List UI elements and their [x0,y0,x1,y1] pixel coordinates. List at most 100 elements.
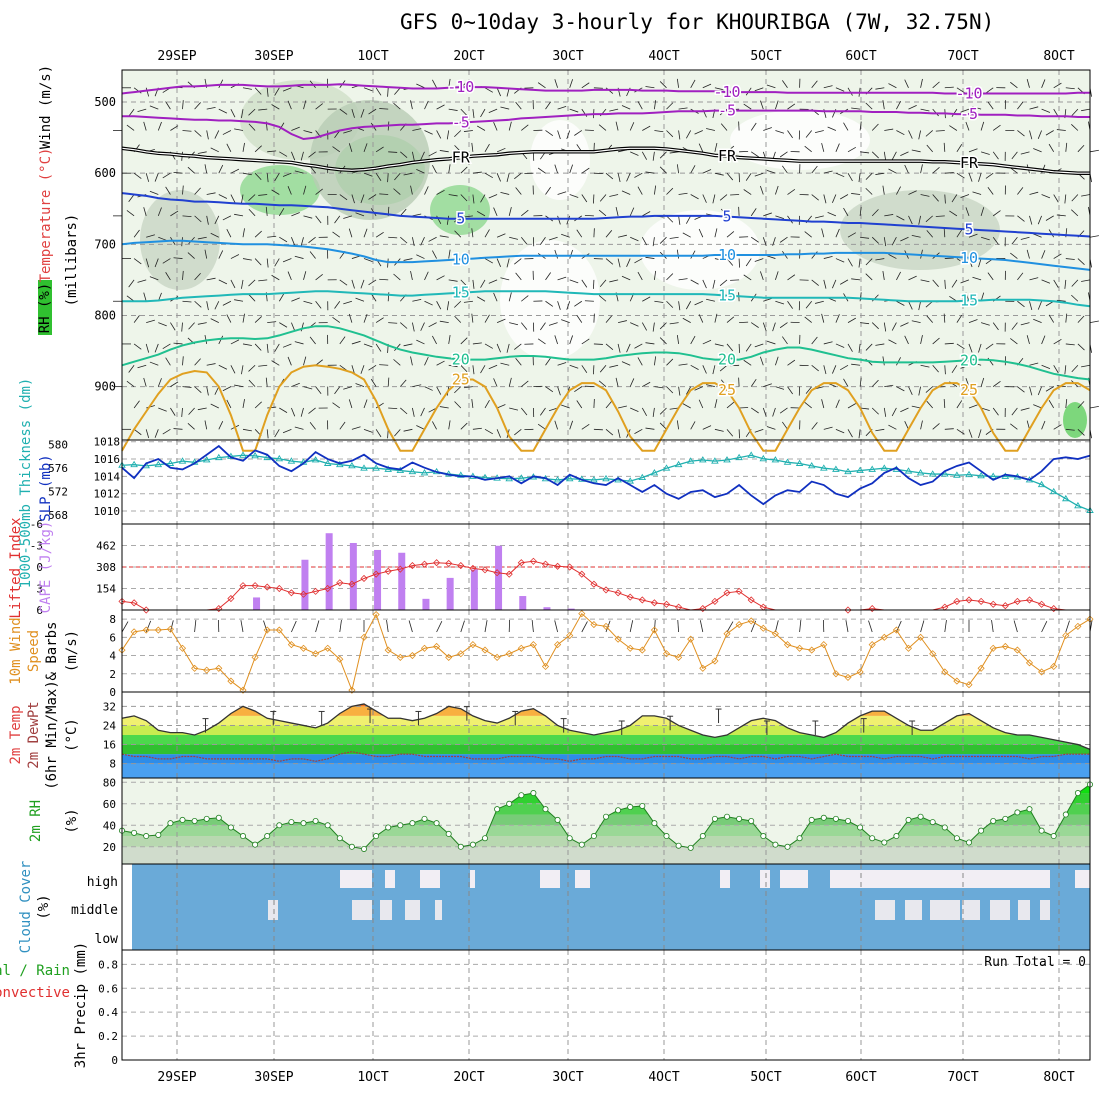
wind-barb [884,214,894,217]
wind-barb [146,319,155,323]
wind-speed-point [1038,668,1046,676]
wind-barb [883,151,887,161]
wind-barb [436,360,445,366]
wind-barb [234,299,244,302]
wind-barb [446,215,450,225]
cape-tick-label: 154 [96,583,116,596]
wind-speed-point [554,641,562,649]
wind-barb [775,215,785,220]
wind-barb [992,236,999,245]
wind-barb [951,279,958,288]
wind-barb [471,142,474,152]
wind-barb [702,425,712,430]
wind-barb [133,229,140,238]
wind-barb [621,275,631,281]
wind-speed-point [457,650,465,658]
wind-barb [545,101,551,110]
date-label-top: 1OCT [357,49,388,64]
wind-barb [1029,106,1039,110]
wind-barb [218,279,228,285]
wind-barb [871,123,879,131]
surface-wind-barb [896,620,902,633]
wind-speed-point [711,657,719,665]
wind-barb [363,399,368,409]
rh-point [675,842,682,849]
rh-point [699,833,706,840]
wind-barb [128,194,135,202]
wind-speed-point [880,633,888,641]
wind-barb [694,130,703,135]
wind-barb [471,398,474,409]
wind-barb [804,316,812,323]
wind-barb [811,194,819,201]
rh-point [227,824,234,831]
wind-barb [978,173,982,182]
wind-barb [424,186,429,195]
wind-barb [1089,320,1099,323]
wind-barb [666,358,674,366]
wind-barb [754,258,764,262]
rh-point [615,807,622,814]
wind-barb [241,109,244,119]
ua-tick-label: 900 [94,380,116,394]
wind-barb [400,236,408,244]
wind-barb [943,142,946,152]
wind-barb [170,381,179,387]
wind-speed-point [420,644,429,652]
wind-barb [343,130,353,134]
wind-barb [1017,300,1025,308]
wind-barb [609,108,619,112]
wind-barb [823,85,833,89]
wind-barb [303,100,307,110]
wind-barb [157,207,162,217]
wind-speed-line [121,612,1091,692]
wind-barb [645,171,655,174]
thickness-point [989,472,997,479]
wind-barb [615,121,619,131]
wind-barb [448,164,451,174]
wind-barb [137,108,147,112]
wind-barb [294,341,304,345]
rh-point [191,818,198,825]
wind-barb [882,270,885,280]
thickness-point [868,465,876,472]
wind-barb [173,342,183,345]
wind-barb [197,322,207,325]
wind-barb [690,364,699,371]
wind-barb [956,400,963,409]
surface-wind-barb [726,621,734,633]
lifted-index-point [638,596,646,604]
wind-barb [750,151,759,158]
wind-barb [766,84,776,89]
cloud-high-block [420,870,440,888]
wind-barb [888,424,897,430]
lifted-index-point [578,570,586,578]
wind-barb [388,322,398,324]
wind-barb [242,172,252,176]
wind-barb [182,215,192,218]
thickness-point [759,454,768,462]
wind-speed-point [1001,642,1009,651]
wind-barb [772,322,776,332]
rh-point [711,815,718,822]
wind-barb [745,172,752,181]
ua-tick-label: 500 [94,95,116,109]
thickness-point [287,457,296,464]
thickness-point [505,474,513,482]
surface-wind-barb [1013,620,1018,633]
wind-barb [900,407,909,413]
wind-barb [460,252,468,259]
thickness-point [904,467,913,474]
wind-barb [375,402,384,409]
wind-barb [605,230,613,238]
wind-barb [1029,130,1033,140]
surface-wind-barb [629,620,634,633]
wind-barb [759,356,764,366]
wind-barb [659,337,667,345]
wind-barb [1053,424,1062,430]
wind-barb [278,207,285,217]
wind-barb [599,365,607,373]
wind-barb [891,407,897,417]
wind-barb [187,252,195,259]
